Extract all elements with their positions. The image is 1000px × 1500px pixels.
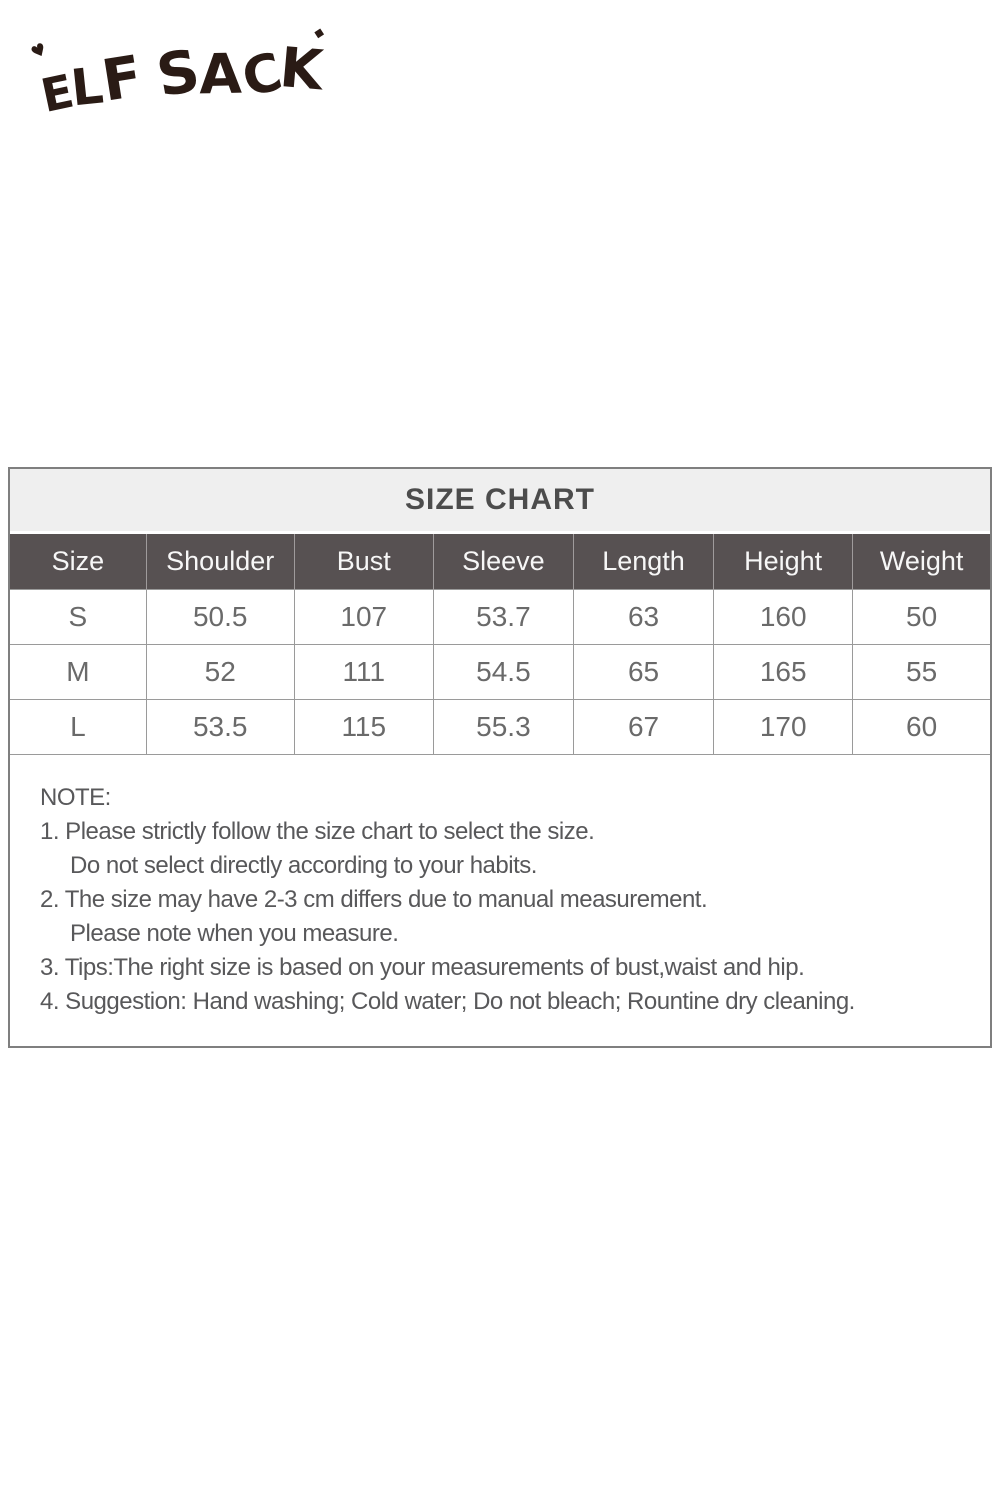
note-section: NOTE: 1. Please strictly follow the size… bbox=[10, 755, 990, 1019]
size-table: Size Shoulder Bust Sleeve Length Height … bbox=[10, 534, 990, 755]
size-cell: L bbox=[10, 698, 147, 755]
height-cell: 165 bbox=[713, 643, 854, 700]
bust-cell: 115 bbox=[293, 698, 434, 755]
shoulder-cell: 50.5 bbox=[145, 588, 295, 645]
bust-cell: 107 bbox=[293, 588, 434, 645]
column-header-weight: Weight bbox=[852, 534, 990, 589]
logo-letter: F bbox=[97, 43, 147, 115]
column-header-shoulder: Shoulder bbox=[145, 534, 295, 589]
weight-cell: 60 bbox=[852, 698, 990, 755]
table-header-row: Size Shoulder Bust Sleeve Length Height … bbox=[10, 534, 990, 589]
note-line: 2. The size may have 2-3 cm differs due … bbox=[40, 885, 708, 913]
table-row: M 52 111 54.5 65 165 55 bbox=[10, 643, 990, 700]
logo-letter: A bbox=[198, 41, 243, 107]
shoulder-cell: 53.5 bbox=[145, 698, 295, 755]
size-cell: S bbox=[10, 588, 147, 645]
weight-cell: 50 bbox=[852, 588, 990, 645]
bust-cell: 111 bbox=[293, 643, 434, 700]
note-line: Do not select directly according to your… bbox=[70, 851, 537, 879]
note-line: 3. Tips:The right size is based on your … bbox=[40, 953, 805, 981]
length-cell: 67 bbox=[572, 698, 715, 755]
column-header-size: Size bbox=[10, 534, 147, 589]
column-header-sleeve: Sleeve bbox=[432, 534, 574, 589]
brand-logo: ♥ ELFSACK ◆ bbox=[28, 25, 326, 142]
height-cell: 170 bbox=[713, 698, 854, 755]
sleeve-cell: 53.7 bbox=[432, 588, 574, 645]
sleeve-cell: 54.5 bbox=[432, 643, 574, 700]
length-cell: 63 bbox=[572, 588, 715, 645]
note-line: Please note when you measure. bbox=[70, 919, 399, 947]
note-heading: NOTE: bbox=[40, 783, 111, 811]
note-line: 4. Suggestion: Hand washing; Cold water;… bbox=[40, 987, 855, 1015]
heart-mark-icon: ♥ bbox=[27, 39, 51, 64]
weight-cell: 55 bbox=[852, 643, 990, 700]
logo-letter: K bbox=[277, 34, 326, 103]
shoulder-cell: 52 bbox=[145, 643, 295, 700]
table-row: S 50.5 107 53.7 63 160 50 bbox=[10, 588, 990, 645]
length-cell: 65 bbox=[572, 643, 715, 700]
column-header-height: Height bbox=[713, 534, 854, 589]
note-line: 1. Please strictly follow the size chart… bbox=[40, 817, 595, 845]
size-cell: M bbox=[10, 643, 147, 700]
size-chart-title: SIZE CHART bbox=[10, 469, 990, 531]
size-chart-panel: SIZE CHART Size Shoulder Bust Sleeve Len… bbox=[8, 467, 992, 1048]
height-cell: 160 bbox=[713, 588, 854, 645]
logo-letter: S bbox=[151, 36, 205, 111]
table-row: L 53.5 115 55.3 67 170 60 bbox=[10, 698, 990, 755]
column-header-bust: Bust bbox=[293, 534, 434, 589]
column-header-length: Length bbox=[572, 534, 715, 589]
sleeve-cell: 55.3 bbox=[432, 698, 574, 755]
